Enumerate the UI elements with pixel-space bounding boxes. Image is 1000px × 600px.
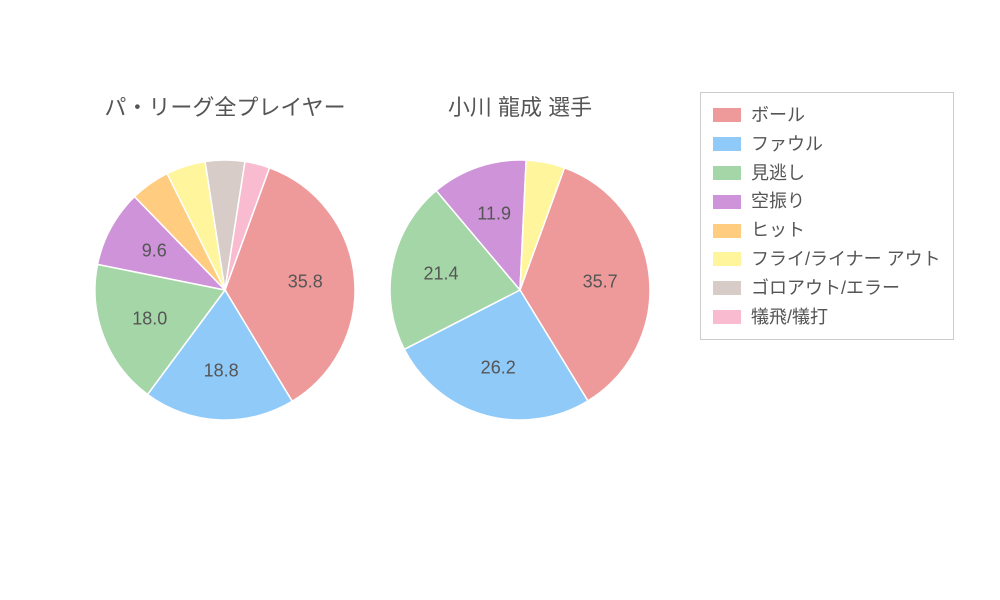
legend-row-ball: ボール xyxy=(713,101,941,130)
slice-label-league-looking: 18.0 xyxy=(132,308,167,329)
pie-title-player: 小川 龍成 選手 xyxy=(448,90,592,122)
legend-row-foul: ファウル xyxy=(713,130,941,159)
legend-swatch-looking xyxy=(713,166,741,180)
legend-label-ball: ボール xyxy=(751,101,805,130)
legend-label-swinging: 空振り xyxy=(751,187,805,216)
slice-label-league-ball: 35.8 xyxy=(288,272,323,293)
legend-swatch-flyliner xyxy=(713,252,741,266)
legend-label-looking: 見逃し xyxy=(751,159,805,188)
legend-swatch-swinging xyxy=(713,195,741,209)
slice-label-player-swinging: 11.9 xyxy=(477,203,511,224)
legend-swatch-foul xyxy=(713,137,741,151)
legend-swatch-grounderr xyxy=(713,281,741,295)
legend-row-grounderr: ゴロアウト/エラー xyxy=(713,274,941,303)
slice-label-player-ball: 35.7 xyxy=(583,271,618,292)
legend: ボールファウル見逃し空振りヒットフライ/ライナー アウトゴロアウト/エラー犠飛/… xyxy=(700,92,954,340)
legend-swatch-sac xyxy=(713,310,741,324)
legend-label-foul: ファウル xyxy=(751,130,823,159)
legend-label-sac: 犠飛/犠打 xyxy=(751,303,828,332)
legend-swatch-hit xyxy=(713,224,741,238)
chart-canvas: パ・リーグ全プレイヤー 35.8 18.8 18.0 9.6 小川 龍成 選手 35.7 26… xyxy=(0,0,1000,600)
legend-row-flyliner: フライ/ライナー アウト xyxy=(713,245,941,274)
legend-row-swinging: 空振り xyxy=(713,187,941,216)
slice-label-player-looking: 21.4 xyxy=(423,264,458,285)
slice-label-player-foul: 26.2 xyxy=(481,357,516,378)
pie-title-league: パ・リーグ全プレイヤー xyxy=(104,90,345,122)
legend-label-hit: ヒット xyxy=(751,216,805,245)
legend-label-grounderr: ゴロアウト/エラー xyxy=(751,274,900,303)
legend-swatch-ball xyxy=(713,108,741,122)
slice-label-league-swinging: 9.6 xyxy=(142,241,167,262)
legend-label-flyliner: フライ/ライナー アウト xyxy=(751,245,941,274)
slice-label-league-foul: 18.8 xyxy=(204,360,239,381)
legend-row-hit: ヒット xyxy=(713,216,941,245)
legend-row-sac: 犠飛/犠打 xyxy=(713,303,941,332)
legend-row-looking: 見逃し xyxy=(713,159,941,188)
